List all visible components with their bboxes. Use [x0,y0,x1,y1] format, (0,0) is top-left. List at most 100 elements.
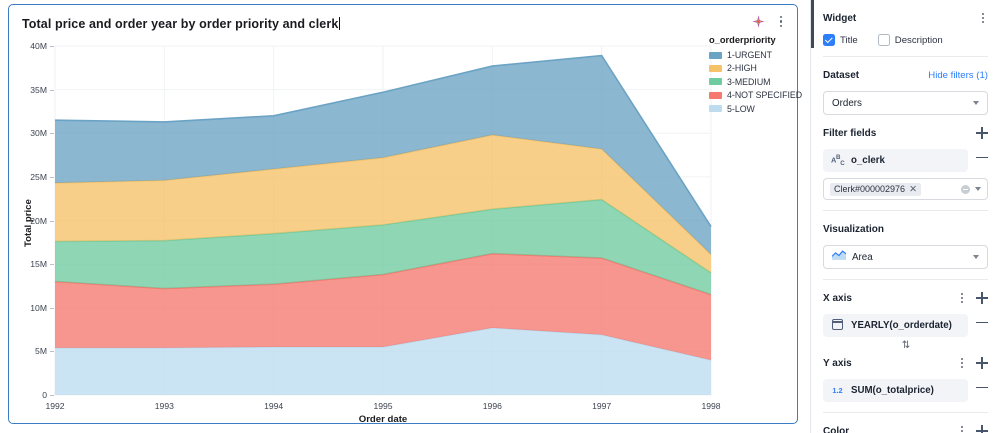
legend-item-label: 5-LOW [727,103,755,114]
add-filter-field-icon[interactable] [976,127,988,139]
y-axis-tick-mark [50,307,54,309]
dataset-select-value: Orders [832,97,862,109]
legend-swatch [709,91,722,99]
chevron-down-icon[interactable] [975,187,981,191]
filter-field-o-clerk[interactable]: ABC o_clerk [823,149,968,172]
y-axis-menu-icon[interactable] [957,357,967,370]
checkbox-description-box[interactable] [877,34,890,46]
close-icon[interactable]: ✕ [909,183,918,195]
add-x-axis-field-icon[interactable] [976,292,988,304]
color-actions [957,425,988,433]
y-axis-tick-label: 35M [30,84,47,95]
checkbox-title-label: Title [840,34,858,46]
filter-fields-header: Filter fields [823,123,988,143]
x-axis-title: Order date [358,414,408,425]
widget-checkbox-row: Title Description [823,34,988,46]
remove-y-axis-field-icon[interactable] [976,382,988,394]
add-y-axis-field-icon[interactable] [976,357,988,369]
y-axis-section-title: Y axis [823,357,852,369]
add-color-field-icon[interactable] [976,425,988,433]
y-axis-tick-label: 25M [30,171,47,182]
chart-widget-card[interactable]: Total price and order year by order prio… [8,4,802,425]
x-axis-tick-label: 1995 [373,401,393,411]
y-axis-tick-mark [50,176,54,178]
area-series[interactable] [55,327,711,395]
widget-section-title: Widget [823,12,857,24]
y-axis-tick-label: 40M [30,41,47,51]
number-1-2-icon: 1.2 [832,386,843,395]
x-axis-field[interactable]: YEARLY(o_orderdate) [823,314,968,337]
sparkle-icon[interactable] [751,14,766,29]
swap-axes-row: ⇅ [823,340,988,351]
dataset-section-title: Dataset [823,69,860,81]
divider [823,210,988,211]
y-axis-section-header: Y axis [823,353,988,373]
x-axis-section-title: X axis [823,292,852,304]
page-title[interactable]: Total price and order year by order prio… [22,17,341,31]
area-series[interactable] [55,55,711,255]
legend-swatch [709,105,722,113]
dataset-select[interactable]: Orders [823,91,988,115]
filter-value-chip[interactable]: Clerk#000002976 ✕ [830,182,922,196]
legend-swatch [709,51,722,59]
legend-item[interactable]: 4-NOT SPECIFIED [709,90,804,100]
legend-item[interactable]: 1-URGENT [709,50,804,60]
y-axis-title: Total price [23,198,34,247]
visualization-section-header: Visualization [823,219,988,239]
divider [823,56,988,57]
remove-x-axis-field-icon[interactable] [976,317,988,329]
y-axis-tick-mark [50,46,54,47]
legend-item[interactable]: 5-LOW [709,104,804,114]
checkbox-description[interactable]: Description [877,34,943,46]
x-axis-actions [957,292,988,305]
legend-item-label: 1-URGENT [727,50,772,60]
legend-item[interactable]: 3-MEDIUM [709,77,804,87]
checkbox-title-box[interactable] [823,34,835,46]
clear-circle-icon[interactable] [961,184,970,194]
y-axis-field-name: SUM(o_totalprice) [851,385,934,396]
x-axis-section-header: X axis [823,288,988,308]
x-axis-tick-label: 1996 [482,401,502,411]
visualization-select[interactable]: Area [823,245,988,269]
filter-field-row: ABC o_clerk [823,143,988,172]
y-axis-tick-mark [50,89,54,91]
x-axis-field-row: YEARLY(o_orderdate) [823,308,988,337]
x-axis-tick-label: 1994 [264,401,284,411]
legend-item-label: 2-HIGH [727,63,757,74]
y-axis-actions [957,357,988,370]
chart-svg [54,45,712,396]
x-axis-tick-label: 1993 [154,401,174,411]
text-cursor [339,17,341,30]
chart-plot-area[interactable]: 0 5M 10M 15M 20M 25M 30M 35M 40M 1992 1993 1994 1995… [9,5,799,425]
y-axis-tick-mark [50,220,54,222]
widget-menu-icon[interactable] [978,12,988,25]
filter-fields-title: Filter fields [823,127,877,139]
area-series[interactable] [55,253,711,361]
y-axis-tick-label: 30M [30,128,47,139]
y-axis-tick-label: 10M [30,302,47,313]
area-series[interactable] [55,199,711,295]
hide-filters-link[interactable]: Hide filters (1) [928,69,988,81]
chevron-down-icon [973,255,979,259]
checkbox-title[interactable]: Title [823,34,858,46]
chart-title-text: Total price and order year by order prio… [22,17,339,31]
abc-text-icon: ABC [831,154,845,167]
y-axis-field[interactable]: 1.2 SUM(o_totalprice) [823,379,968,402]
y-axis-tick-label: 15M [30,259,47,270]
y-axis-tick-mark [50,351,54,353]
chart-legend: o_orderpriority 1-URGENT 2-HIGH 3-MEDIUM 4-… [709,35,804,117]
swap-axes-icon[interactable]: ⇅ [901,340,910,351]
color-menu-icon[interactable] [957,425,967,433]
chart-menu-icon[interactable] [775,14,787,29]
filter-field-name: o_clerk [851,155,885,166]
area-series[interactable] [55,134,711,273]
legend-item[interactable]: 2-HIGH [709,63,804,73]
remove-filter-field-icon[interactable] [976,152,988,164]
x-axis-menu-icon[interactable] [957,292,967,305]
area-series-line [54,54,712,228]
filter-value-selector[interactable]: Clerk#000002976 ✕ [823,178,988,200]
calendar-icon [831,319,844,332]
legend-items: 1-URGENT 2-HIGH 3-MEDIUM 4-NOT SPECIFIED 5-L… [709,50,804,114]
widget-section-header: Widget [823,8,988,28]
area-chart-icon [831,248,847,266]
